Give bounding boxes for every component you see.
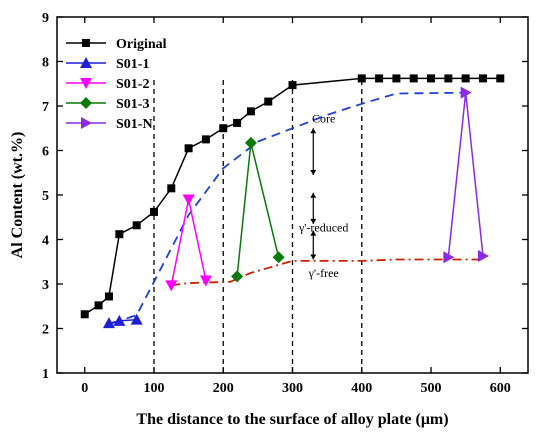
axes: 0 100 200 300 400 500 600 1 2 3 4 5 6 7 8 9 [42,11,529,396]
legend-marker-s01-n [81,117,92,129]
data-point-original [264,97,273,106]
data-point-original [444,74,453,83]
legend-marker-s01-2 [80,78,92,89]
y-tick-label: 2 [42,323,49,338]
series-line-s01-n [447,92,484,258]
data-point-s01-1 [113,314,126,326]
arrowhead [310,218,317,224]
y-tick-label: 4 [42,234,49,249]
data-point-s01-n [477,249,489,262]
data-point-original [461,74,470,83]
legend-marker-s01-1 [80,57,92,68]
data-series [80,74,505,329]
data-point-s01-2 [199,275,212,287]
gamma-prime-free-curve [171,258,483,287]
y-axis-title: Al Content (wt.%) [9,132,26,259]
legend: Original S01-1 S01-2 S01-3 S01-N [66,37,167,132]
data-point-original [357,74,366,83]
data-point-original [246,107,255,116]
reference-curves [112,91,483,325]
legend-label-s01-3: S01-3 [116,97,149,112]
annotation-label: Core [312,111,335,125]
data-point-s01-3 [231,270,244,283]
x-axis-title: The distance to the surface of alloy pla… [136,411,448,428]
arrowhead [310,128,317,134]
legend-marker-s01-3 [80,97,92,109]
arrowhead [310,254,317,260]
data-point-s01-n [443,251,455,264]
data-point-original [219,124,228,133]
x-tick-label: 200 [213,381,234,396]
x-tick-label: 0 [81,381,88,396]
data-point-original [104,292,113,301]
data-point-original [115,230,124,239]
data-point-original [409,74,418,83]
data-point-s01-2 [165,280,178,292]
legend-marker-original [82,39,90,47]
x-tick-label: 100 [143,381,164,396]
legend-label-s01-2: S01-2 [116,77,149,92]
legend-label-s01-n: S01-N [116,117,153,132]
x-tick-label: 600 [490,381,511,396]
y-tick-label: 9 [42,11,49,26]
series-line-s01-3 [236,142,280,277]
data-point-original [496,74,505,83]
data-point-original [427,74,436,83]
arrowhead [310,192,317,198]
data-point-original [233,118,242,127]
data-point-s01-3 [272,251,285,264]
data-point-s01-n [460,86,472,99]
annotation-label: γ'-reduced [298,220,348,234]
data-point-original [201,135,210,144]
y-tick-label: 3 [42,278,49,293]
arrowhead [310,169,317,175]
data-point-s01-1 [130,313,143,325]
x-tick-label: 500 [421,381,442,396]
y-tick-label: 8 [42,56,49,71]
data-point-s01-1 [102,317,115,329]
y-tick-label: 5 [42,189,49,204]
data-point-original [392,74,401,83]
legend-label-s01-1: S01-1 [116,57,149,72]
data-point-original [149,207,158,216]
annotations: Core γ'-reduced γ'-free [298,111,348,279]
data-point-original [80,310,89,319]
annotation-label: γ'-free [308,266,339,280]
y-tick-label: 6 [42,145,49,160]
data-point-original [184,144,193,153]
series-line-s01-2 [170,199,207,286]
data-point-original [94,301,103,310]
data-point-original [132,221,141,230]
core-curve [112,91,466,325]
data-point-original [167,184,176,193]
data-point-original [478,74,487,83]
y-tick-label: 7 [42,100,49,115]
data-point-s01-3 [244,136,257,149]
data-point-original [375,74,384,83]
x-tick-label: 300 [282,381,303,396]
data-point-original [288,81,297,90]
y-tick-label: 1 [42,367,49,382]
data-point-s01-2 [182,194,195,206]
arrowhead [310,230,317,236]
x-tick-label: 400 [351,381,372,396]
legend-label-original: Original [116,37,167,52]
